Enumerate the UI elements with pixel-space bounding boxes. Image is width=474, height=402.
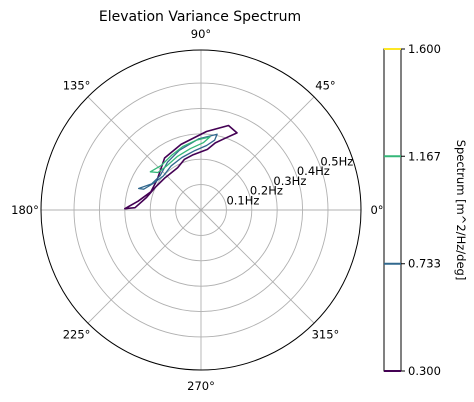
radial-tick-label-3: 0.3Hz <box>273 174 306 188</box>
colorbar: 0.300 0.733 1.167 1.600 Spectrum [m^2/Hz/de… <box>383 42 468 378</box>
contour-level-2 <box>137 133 218 190</box>
angle-tick-label-135: 135° <box>63 79 91 93</box>
angle-tick-label-180: 180° <box>11 203 39 217</box>
colorbar-tick-label-1: 0.300 <box>408 364 441 378</box>
angular-gridline-315 <box>200 209 315 324</box>
radial-tick-label-5: 0.5Hz <box>320 154 353 168</box>
radial-tick-label-2: 0.2Hz <box>250 184 283 198</box>
radial-tick-label-1: 0.1Hz <box>226 193 259 207</box>
contour-layer <box>124 124 238 210</box>
colorbar-tick-label-4: 1.600 <box>408 42 441 56</box>
colorbar-tick-label-2: 0.733 <box>408 257 441 271</box>
colorbar-tick-label-3: 1.167 <box>408 149 441 163</box>
angle-tick-label-225: 225° <box>63 327 91 341</box>
colorbar-level-lines <box>384 48 401 372</box>
angular-gridlines <box>41 50 361 370</box>
chart-title: Elevation Variance Spectrum <box>99 9 301 25</box>
angle-tick-label-270: 270° <box>187 379 215 393</box>
colorbar-ticks: 0.300 0.733 1.167 1.600 <box>401 42 441 378</box>
angle-tick-label-45: 45° <box>315 79 335 93</box>
angle-tick-label-0: 0° <box>370 203 383 217</box>
polar-axes: 0°45°90°135°180°225°270°315° 0.1Hz0.2Hz0… <box>11 27 383 393</box>
angle-tick-label-315: 315° <box>312 327 340 341</box>
angle-tick-label-90: 90° <box>191 27 211 41</box>
polar-outer-ring <box>40 49 362 371</box>
angle-tick-labels: 0° 45° 90° 135° 180° 225° 270° 315° <box>11 27 383 393</box>
angular-gridline-225 <box>87 209 202 324</box>
radial-tick-label-4: 0.4Hz <box>297 164 330 178</box>
contour-level-1 <box>124 124 238 210</box>
angular-gridline-45 <box>200 96 315 211</box>
contour-level-3 <box>149 136 211 174</box>
angular-gridline-135 <box>87 96 202 211</box>
colorbar-frame <box>383 48 402 372</box>
colorbar-label: Spectrum [m^2/Hz/deg] <box>454 140 468 281</box>
